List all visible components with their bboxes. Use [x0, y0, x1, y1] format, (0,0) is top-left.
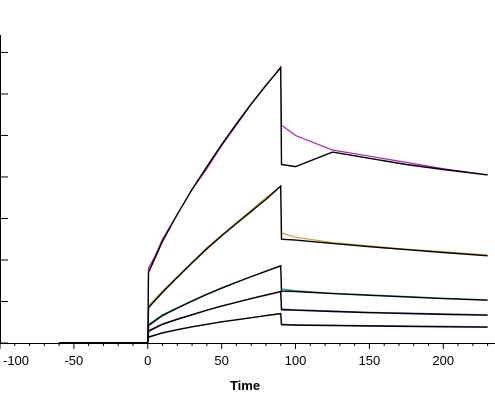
x-tick-label: -100	[3, 353, 29, 368]
series-line-4	[59, 291, 488, 344]
x-tick-label: 200	[432, 353, 454, 368]
fit-line-2	[59, 184, 488, 344]
series-line-2	[59, 184, 488, 344]
x-tick-label: -50	[64, 353, 83, 368]
series-line-5	[59, 313, 488, 344]
x-tick-label: 0	[144, 353, 151, 368]
x-axis-label: Time	[230, 378, 260, 393]
fit-line-3	[59, 264, 488, 344]
fit-line-1	[59, 65, 488, 344]
x-tick-label: 150	[359, 353, 381, 368]
x-tick-label: 50	[214, 353, 228, 368]
series-line-3	[59, 265, 488, 344]
fit-line-5	[59, 312, 488, 344]
series-layer	[59, 65, 488, 344]
x-tick-label: 100	[285, 353, 307, 368]
fit-line-4	[59, 290, 488, 344]
series-line-1	[59, 65, 488, 344]
